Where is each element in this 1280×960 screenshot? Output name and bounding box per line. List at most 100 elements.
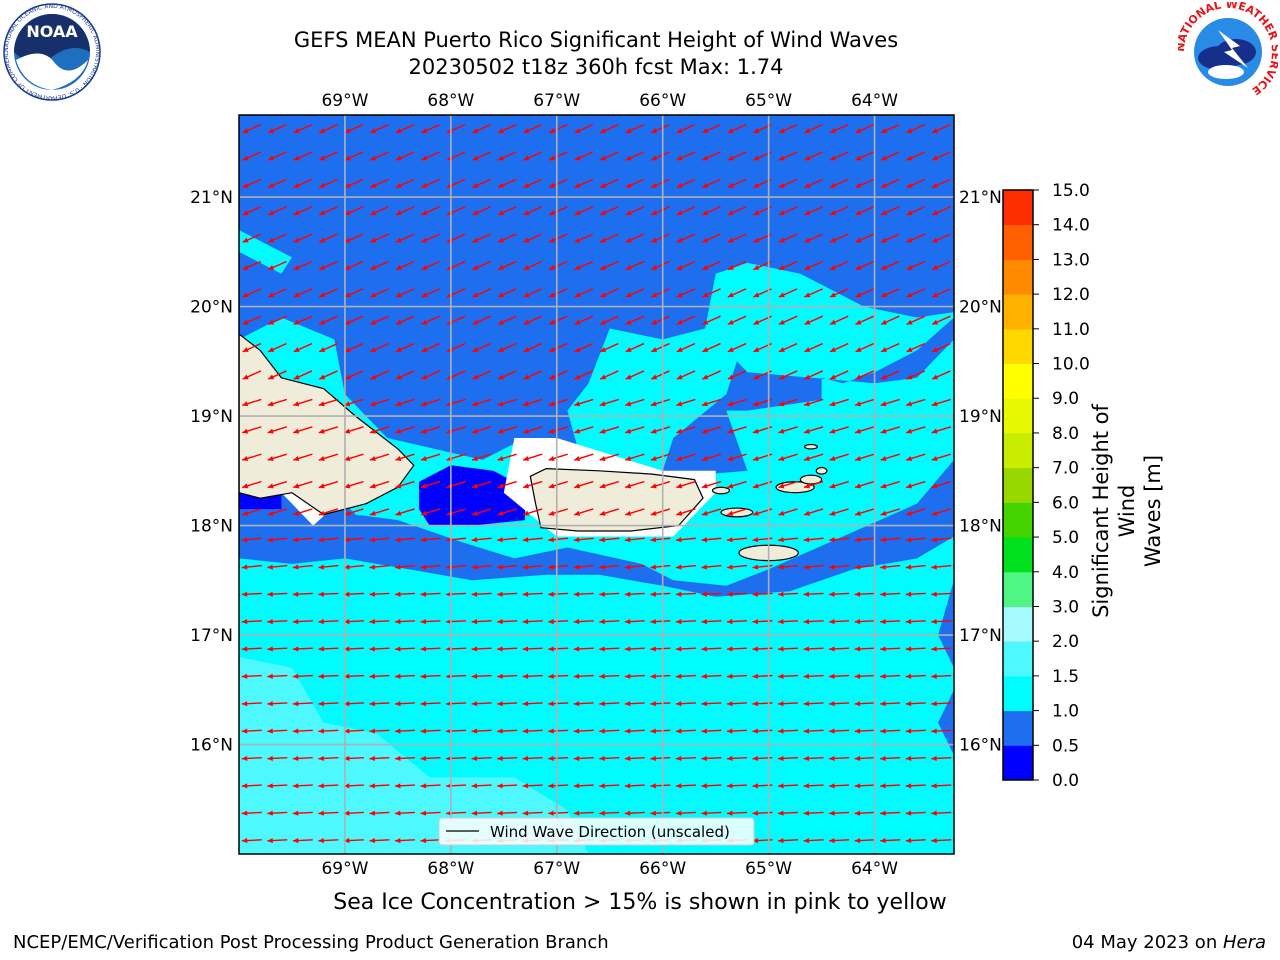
wave-direction-arrow: [523, 260, 543, 271]
wave-direction-arrow: [854, 508, 875, 516]
wave-direction-arrow: [726, 564, 747, 570]
wave-direction-arrow: [471, 537, 492, 543]
wave-direction-arrow: [421, 260, 440, 271]
wave-direction-arrow: [318, 151, 338, 161]
wave-direction-arrow: [548, 233, 568, 243]
wave-direction-arrow: [931, 755, 952, 762]
colorbar-swatch: [1003, 328, 1033, 365]
wave-direction-arrow: [242, 370, 262, 380]
wave-direction-arrow: [905, 537, 926, 543]
wave-direction-arrow: [471, 426, 492, 434]
wave-direction-arrow: [395, 398, 415, 407]
wave-direction-arrow: [727, 315, 747, 325]
wave-direction-arrow: [854, 591, 875, 597]
wave-direction-arrow: [548, 260, 568, 271]
wave-direction-arrow: [727, 398, 747, 407]
wave-direction-arrow: [343, 728, 364, 734]
wave-direction-arrow: [727, 260, 747, 271]
wave-direction-arrow: [522, 426, 543, 434]
wave-direction-arrow: [778, 288, 798, 298]
wave-direction-arrow: [854, 618, 875, 625]
wave-direction-arrow: [624, 618, 645, 625]
wave-direction-arrow: [497, 673, 518, 679]
wave-direction-arrow: [267, 837, 288, 844]
wave-direction-arrow: [318, 537, 339, 543]
colorbar-level-label: 3.0: [1052, 597, 1079, 617]
wave-direction-arrow: [855, 288, 875, 298]
wave-direction-arrow: [905, 701, 926, 707]
wave-direction-arrow: [829, 233, 849, 243]
wave-direction-arrow: [344, 260, 364, 271]
wave-direction-arrow: [497, 810, 518, 816]
land-island-5: [804, 443, 818, 450]
wave-direction-arrow: [854, 564, 875, 570]
wave-direction-arrow: [344, 178, 364, 189]
wave-direction-arrow: [242, 260, 262, 271]
wave-direction-arrow: [420, 480, 441, 489]
wave-direction-arrow: [803, 480, 824, 489]
wave-direction-arrow: [676, 453, 696, 461]
wave-direction-arrow: [394, 646, 416, 652]
wave-direction-arrow: [344, 398, 364, 407]
wave-direction-arrow: [701, 646, 722, 652]
wave-direction-arrow: [675, 810, 696, 816]
wave-direction-arrow: [497, 537, 518, 543]
wave-direction-arrow: [931, 537, 952, 543]
wave-direction-arrow: [497, 260, 517, 271]
lon-tick-label-bottom: 66°W: [639, 859, 686, 879]
lat-tick-label-left: 21°N: [190, 188, 233, 208]
wave-direction-arrow: [650, 618, 671, 625]
wave-direction-arrow: [931, 233, 951, 243]
wave-direction-arrow: [777, 618, 799, 625]
wave-direction-arrow: [574, 288, 594, 298]
wave-direction-arrow: [650, 426, 671, 434]
colorbar-level-label: 11.0: [1052, 320, 1090, 340]
wave-direction-arrow: [369, 783, 390, 789]
wave-direction-arrow: [854, 453, 875, 461]
wave-direction-arrow: [829, 837, 850, 844]
wave-direction-arrow: [701, 123, 721, 134]
wave-direction-arrow: [599, 206, 619, 216]
wave-direction-arrow: [624, 755, 645, 762]
wave-direction-arrow: [394, 701, 416, 707]
colorbar-level-label: 10.0: [1052, 355, 1090, 375]
wave-direction-arrow: [829, 537, 850, 543]
colorbar-swatch: [1003, 467, 1033, 503]
wave-direction-arrow: [267, 178, 287, 189]
wave-direction-arrow: [420, 453, 441, 461]
wave-direction-arrow: [420, 537, 441, 543]
wave-direction-arrow: [931, 810, 952, 816]
land-island-3: [799, 474, 823, 485]
wave-direction-arrow: [344, 206, 364, 216]
wave-direction-arrow: [880, 564, 901, 570]
wave-direction-arrow: [344, 315, 364, 325]
wave-direction-arrow: [803, 426, 824, 434]
wave-direction-arrow: [241, 564, 262, 570]
wave-direction-arrow: [548, 508, 568, 516]
colorbar-swatch: [1003, 606, 1033, 642]
wave-direction-arrow: [241, 673, 262, 679]
wave-direction-arrow: [931, 206, 951, 216]
wave-direction-arrow: [650, 480, 671, 489]
wave-direction-arrow: [701, 728, 722, 734]
wave-direction-arrow: [777, 564, 799, 570]
wave-direction-arrow: [599, 398, 620, 407]
wave-direction-arrow: [880, 480, 900, 489]
wind-wave-arrows: [241, 123, 952, 844]
wave-direction-arrow: [242, 151, 262, 161]
wave-direction-arrow: [931, 508, 951, 516]
wave-direction-arrow: [829, 123, 849, 134]
wave-direction-arrow: [777, 755, 799, 762]
wave-direction-arrow: [675, 783, 696, 789]
wave-direction-arrow: [701, 426, 722, 434]
wave-direction-arrow: [803, 837, 824, 844]
wave-direction-arrow: [573, 673, 594, 679]
wave-direction-arrow: [829, 564, 850, 570]
wave-direction-arrow: [522, 618, 543, 625]
wave-direction-arrow: [676, 370, 696, 380]
wave-direction-arrow: [727, 206, 747, 216]
wave-direction-arrow: [778, 123, 798, 134]
wave-direction-arrow: [726, 701, 747, 707]
wave-direction-arrow: [650, 260, 670, 271]
wave-direction-arrow: [370, 178, 389, 189]
